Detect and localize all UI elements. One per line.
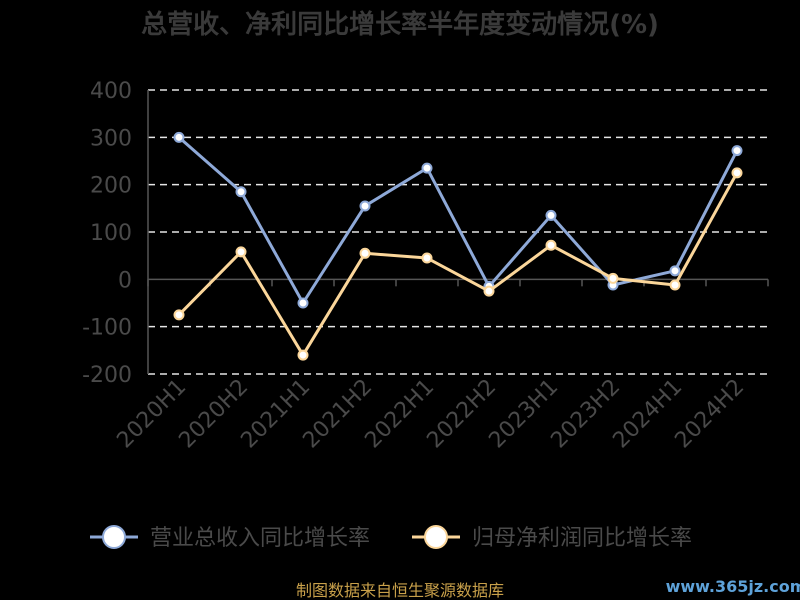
series-line-2 <box>177 172 739 357</box>
series-line-1 <box>178 136 739 305</box>
y-tick-label: -200 <box>82 363 132 388</box>
data-point <box>235 246 247 258</box>
chart-title: 总营收、净利同比增长率半年度变动情况(%) <box>141 9 659 40</box>
source-footer: 制图数据来自恒生聚源数据库 <box>296 581 504 600</box>
series-layer <box>173 131 743 361</box>
data-point <box>731 167 743 179</box>
legend: 营业总收入同比增长率 归母净利润同比增长率 <box>90 525 692 551</box>
grid <box>148 89 768 375</box>
data-point <box>731 145 743 157</box>
data-point <box>235 186 247 198</box>
legend-marker <box>102 525 126 549</box>
legend-label: 营业总收入同比增长率 <box>150 526 370 551</box>
y-tick-label: 0 <box>118 268 132 293</box>
data-point <box>421 252 433 264</box>
data-point <box>421 162 433 174</box>
legend-marker <box>424 525 448 549</box>
axes: 4003002001000-100-2002020H12020H22021H12… <box>82 79 769 454</box>
y-tick-label: 100 <box>90 221 132 246</box>
x-tick-label: 2024H2 <box>670 375 749 454</box>
watermark: www.365jz.com <box>666 577 800 596</box>
data-point <box>359 247 371 259</box>
data-point <box>545 239 557 251</box>
y-tick-label: 200 <box>90 174 132 199</box>
data-point <box>173 131 185 143</box>
data-point <box>297 349 309 361</box>
data-point <box>297 297 309 309</box>
y-tick-label: 400 <box>90 79 132 104</box>
y-tick-label: 300 <box>90 126 132 151</box>
data-point <box>669 279 681 291</box>
legend-label: 归母净利润同比增长率 <box>472 526 692 551</box>
data-point <box>173 309 185 321</box>
data-point <box>545 209 557 221</box>
data-point <box>607 272 619 284</box>
data-point <box>359 200 371 212</box>
data-point <box>483 285 495 297</box>
data-point <box>669 265 681 277</box>
y-tick-label: -100 <box>82 316 132 341</box>
